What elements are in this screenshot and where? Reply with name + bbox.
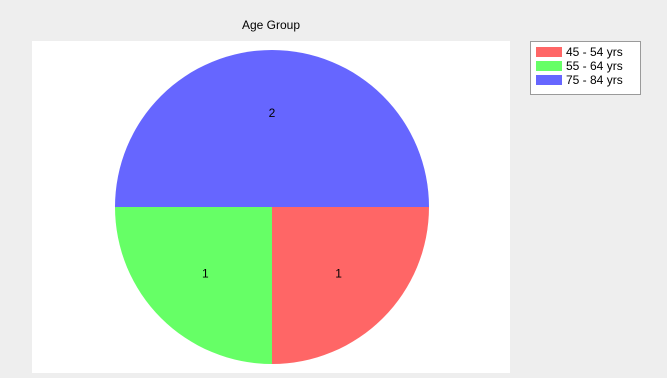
chart-title: Age Group (241, 18, 301, 32)
slice-value-label: 1 (335, 267, 342, 281)
pie-chart: 1 1 2 (115, 50, 429, 364)
legend-item: 45 - 54 yrs (536, 45, 635, 59)
plot-area: 1 1 2 (32, 41, 510, 373)
legend-item: 55 - 64 yrs (536, 59, 635, 73)
pie-slice-0 (272, 207, 429, 364)
pie-slice-2 (115, 50, 429, 207)
slice-value-label: 2 (269, 106, 276, 120)
pie-slice-1 (115, 207, 272, 364)
legend-item: 75 - 84 yrs (536, 73, 635, 87)
legend-label: 75 - 84 yrs (566, 73, 623, 87)
slice-value-label: 1 (202, 267, 209, 281)
legend-swatch (536, 75, 562, 85)
legend-label: 45 - 54 yrs (566, 45, 623, 59)
legend-swatch (536, 61, 562, 71)
legend-swatch (536, 47, 562, 57)
legend-label: 55 - 64 yrs (566, 59, 623, 73)
chart-legend: 45 - 54 yrs 55 - 64 yrs 75 - 84 yrs (530, 41, 641, 95)
